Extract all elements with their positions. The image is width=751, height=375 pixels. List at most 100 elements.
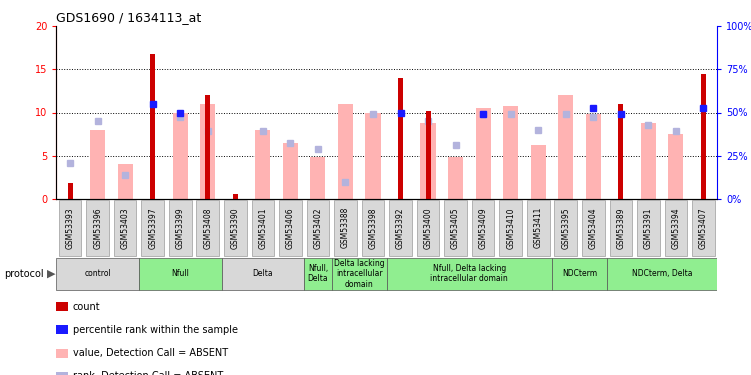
Bar xyxy=(283,143,298,199)
Bar xyxy=(641,123,656,199)
Bar xyxy=(426,111,430,199)
Text: Nfull, Delta lacking
intracellular domain: Nfull, Delta lacking intracellular domai… xyxy=(430,264,508,284)
Text: Nfull,
Delta: Nfull, Delta xyxy=(308,264,328,284)
Text: GSM53402: GSM53402 xyxy=(313,207,322,249)
Bar xyxy=(56,372,68,375)
Text: GSM53404: GSM53404 xyxy=(589,207,598,249)
FancyBboxPatch shape xyxy=(552,258,607,290)
Text: GSM53399: GSM53399 xyxy=(176,207,185,249)
Bar xyxy=(475,108,490,199)
Text: GSM53401: GSM53401 xyxy=(258,207,267,249)
Text: GSM53410: GSM53410 xyxy=(506,207,515,249)
Text: rank, Detection Call = ABSENT: rank, Detection Call = ABSENT xyxy=(73,371,223,375)
FancyBboxPatch shape xyxy=(389,200,412,256)
FancyBboxPatch shape xyxy=(610,200,632,256)
Text: Delta lacking
intracellular
domain: Delta lacking intracellular domain xyxy=(334,259,385,289)
Text: count: count xyxy=(73,302,101,312)
Text: GSM53408: GSM53408 xyxy=(204,207,213,249)
Text: GSM53393: GSM53393 xyxy=(65,207,74,249)
FancyBboxPatch shape xyxy=(554,200,577,256)
Text: GSM53397: GSM53397 xyxy=(148,207,157,249)
FancyBboxPatch shape xyxy=(304,258,332,290)
Bar xyxy=(255,130,270,199)
Text: Delta: Delta xyxy=(252,269,273,278)
Text: NDCterm, Delta: NDCterm, Delta xyxy=(632,269,692,278)
Text: control: control xyxy=(84,269,111,278)
FancyBboxPatch shape xyxy=(306,200,329,256)
FancyBboxPatch shape xyxy=(334,200,357,256)
FancyBboxPatch shape xyxy=(387,258,552,290)
Text: GSM53411: GSM53411 xyxy=(534,207,543,249)
FancyBboxPatch shape xyxy=(222,258,304,290)
FancyBboxPatch shape xyxy=(139,258,222,290)
Text: GSM53398: GSM53398 xyxy=(369,207,378,249)
Bar xyxy=(586,114,601,199)
Bar xyxy=(68,183,73,199)
FancyBboxPatch shape xyxy=(692,200,715,256)
Bar xyxy=(503,106,518,199)
FancyBboxPatch shape xyxy=(197,200,219,256)
Bar xyxy=(205,95,210,199)
FancyBboxPatch shape xyxy=(362,200,385,256)
Bar xyxy=(90,130,105,199)
FancyBboxPatch shape xyxy=(665,200,687,256)
FancyBboxPatch shape xyxy=(59,200,81,256)
Bar xyxy=(201,104,216,199)
FancyBboxPatch shape xyxy=(169,200,192,256)
Text: GSM53392: GSM53392 xyxy=(396,207,405,249)
Text: GSM53407: GSM53407 xyxy=(699,207,708,249)
Text: protocol: protocol xyxy=(4,269,44,279)
Bar xyxy=(558,95,573,199)
Bar xyxy=(338,104,353,199)
Text: percentile rank within the sample: percentile rank within the sample xyxy=(73,325,238,335)
Bar xyxy=(56,348,68,358)
FancyBboxPatch shape xyxy=(252,200,274,256)
Text: GSM53403: GSM53403 xyxy=(121,207,130,249)
FancyBboxPatch shape xyxy=(607,258,717,290)
Text: ▶: ▶ xyxy=(47,269,56,279)
Bar xyxy=(618,104,623,199)
Bar xyxy=(310,158,325,199)
Bar xyxy=(233,194,238,199)
Text: GSM53390: GSM53390 xyxy=(231,207,240,249)
Text: GSM53389: GSM53389 xyxy=(617,207,626,249)
FancyBboxPatch shape xyxy=(114,200,137,256)
Bar xyxy=(56,325,68,334)
FancyBboxPatch shape xyxy=(332,258,387,290)
Bar xyxy=(668,134,683,199)
Text: GSM53395: GSM53395 xyxy=(561,207,570,249)
FancyBboxPatch shape xyxy=(527,200,550,256)
Bar xyxy=(421,123,436,199)
Bar xyxy=(173,112,188,199)
Text: GSM53388: GSM53388 xyxy=(341,207,350,249)
Bar xyxy=(448,158,463,199)
FancyBboxPatch shape xyxy=(86,200,109,256)
Text: GSM53406: GSM53406 xyxy=(286,207,295,249)
FancyBboxPatch shape xyxy=(141,200,164,256)
Bar xyxy=(150,54,155,199)
FancyBboxPatch shape xyxy=(472,200,494,256)
Text: GSM53391: GSM53391 xyxy=(644,207,653,249)
Text: GSM53400: GSM53400 xyxy=(424,207,433,249)
Text: NDCterm: NDCterm xyxy=(562,269,597,278)
FancyBboxPatch shape xyxy=(56,258,139,290)
Bar xyxy=(118,164,133,199)
Text: Nfull: Nfull xyxy=(171,269,189,278)
FancyBboxPatch shape xyxy=(417,200,439,256)
FancyBboxPatch shape xyxy=(445,200,467,256)
FancyBboxPatch shape xyxy=(279,200,302,256)
Bar xyxy=(56,302,68,311)
Text: GDS1690 / 1634113_at: GDS1690 / 1634113_at xyxy=(56,11,201,24)
Bar xyxy=(531,145,546,199)
FancyBboxPatch shape xyxy=(637,200,659,256)
FancyBboxPatch shape xyxy=(499,200,522,256)
Text: GSM53405: GSM53405 xyxy=(451,207,460,249)
Text: GSM53409: GSM53409 xyxy=(478,207,487,249)
Bar xyxy=(398,78,403,199)
FancyBboxPatch shape xyxy=(224,200,246,256)
FancyBboxPatch shape xyxy=(582,200,605,256)
Text: GSM53396: GSM53396 xyxy=(93,207,102,249)
Bar xyxy=(701,74,706,199)
Bar xyxy=(366,112,381,199)
Text: GSM53394: GSM53394 xyxy=(671,207,680,249)
